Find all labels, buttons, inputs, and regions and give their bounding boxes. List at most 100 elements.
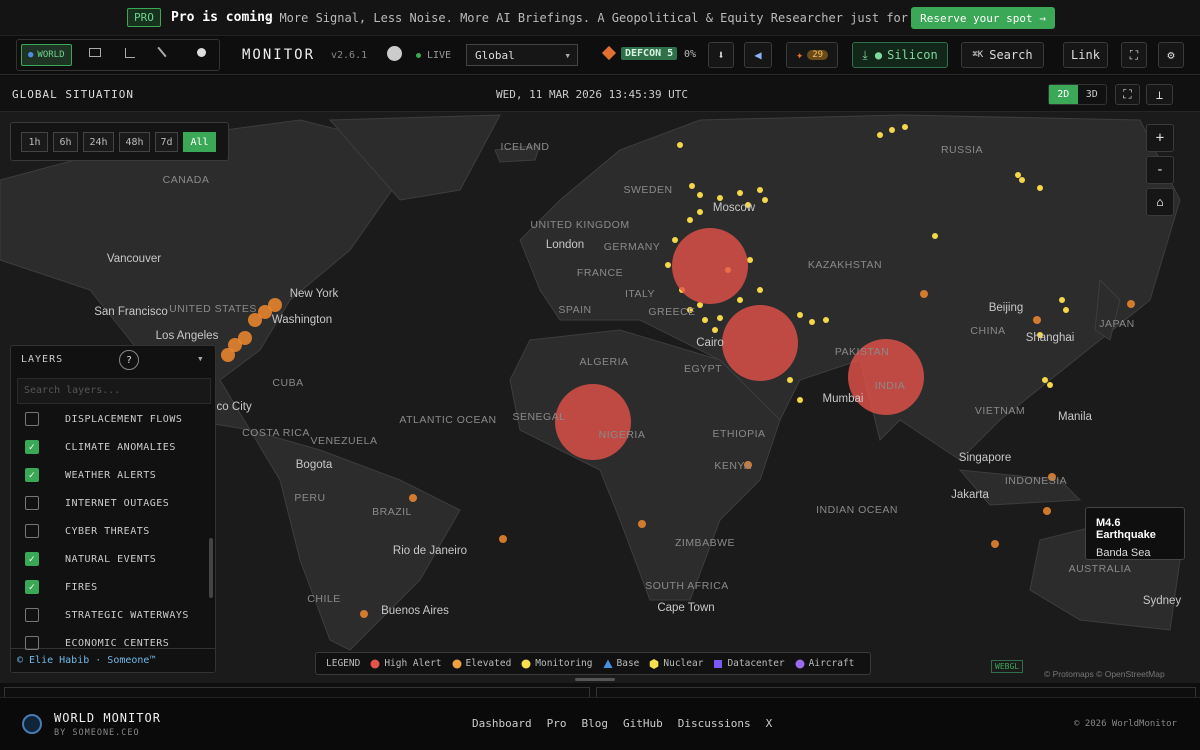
footer-link[interactable]: GitHub (622, 717, 663, 730)
settings-button[interactable]: ⚙ (1158, 42, 1184, 68)
layer-checkbox[interactable]: ✓ (25, 580, 39, 594)
layer-label: NATURAL EVENTS (65, 553, 157, 565)
layer-checkbox[interactable]: ✓ (25, 468, 39, 482)
elevated-marker (268, 298, 282, 312)
tooltip-title: M4.6 Earthquake (1096, 517, 1156, 541)
live-label: LIVE (427, 50, 452, 61)
github-icon[interactable] (387, 46, 402, 61)
elevated-marker (258, 305, 272, 319)
layer-item[interactable]: CYBER THREATS (25, 519, 211, 543)
region-select[interactable]: Global ▾ (466, 44, 578, 66)
layer-item[interactable]: ✓ CLIMATE ANOMALIES (25, 435, 211, 459)
time-filter-option[interactable]: 7d (155, 132, 178, 152)
time-filter-option[interactable]: 48h (119, 132, 150, 152)
pro-badge: PRO (127, 8, 161, 27)
layer-item[interactable]: ✓ WEATHER ALERTS (25, 463, 211, 487)
time-filter-option[interactable]: 1h (21, 132, 48, 152)
elevated-marker (360, 610, 368, 618)
monitoring-marker (672, 237, 678, 243)
expand-button[interactable]: ⛶ (1115, 84, 1140, 105)
link-button[interactable]: Link (1063, 42, 1108, 68)
map-label: INDONESIA (1005, 475, 1067, 487)
download-button[interactable]: ⬇ (708, 42, 734, 68)
world-map[interactable]: ICELAND CANADA RUSSIA SWEDEN UNITED KINGDOM L… (0, 112, 1200, 683)
silicon-button[interactable]: ⤓ ● Silicon (852, 42, 948, 68)
layers-help[interactable]: ? (119, 350, 139, 370)
fullscreen-button[interactable]: ⛶ (1121, 42, 1147, 68)
view-mode[interactable]: 2D (1049, 85, 1078, 104)
pro-banner: PRO Pro is coming — More Signal, Less No… (0, 0, 1200, 36)
map-label: FRANCE (577, 267, 623, 279)
legend-label: Base (616, 658, 640, 669)
map-label: Sydney (1143, 595, 1182, 607)
footer-link[interactable]: X (765, 717, 773, 730)
layer-checkbox[interactable] (25, 636, 39, 650)
credit: © Elie Habib · Someone™ (11, 648, 215, 672)
map-label: Los Angeles (156, 330, 219, 342)
monitoring-marker (932, 233, 938, 239)
map-label: EGYPT (684, 363, 722, 375)
footer-link[interactable]: Dashboard (472, 717, 532, 730)
variant-world[interactable]: ● WORLD (21, 44, 72, 66)
zoom-button[interactable]: - (1146, 156, 1174, 184)
search-button[interactable]: ⌘K Search (961, 42, 1044, 68)
footer-link[interactable]: Discussions (677, 717, 751, 730)
view-mode[interactable]: 3D (1085, 89, 1098, 100)
layer-checkbox[interactable]: ✓ (25, 440, 39, 454)
layer-item[interactable]: DISPLACEMENT FLOWS (25, 407, 211, 431)
footer-link[interactable]: Blog (581, 717, 608, 730)
monitoring-marker (1059, 297, 1065, 303)
map-label: London (546, 239, 584, 251)
tools-tab[interactable] (157, 46, 167, 58)
layer-item[interactable]: ECONOMIC CENTERS (25, 631, 211, 655)
reserve-button[interactable]: Reserve your spot → (911, 7, 1055, 29)
time-filter: 1h 6h 24h 48h 7d All (10, 122, 229, 161)
resize-handle[interactable] (575, 678, 615, 681)
layer-checkbox[interactable]: ✓ (25, 552, 39, 566)
legend: LEGEND High Alert Elevated Monitoring Base N… (315, 652, 871, 675)
tech-tab[interactable] (89, 48, 101, 57)
panel-strip (0, 678, 1200, 697)
layer-checkbox[interactable] (25, 608, 39, 622)
legend-symbol (603, 659, 612, 668)
map-label: PERU (294, 492, 325, 504)
layer-item[interactable]: STRATEGIC WATERWAYS (25, 603, 211, 627)
zoom-button[interactable]: + (1146, 124, 1174, 152)
home-button[interactable]: ⌂ (1146, 188, 1174, 216)
happy-tab[interactable] (197, 48, 206, 57)
layer-item[interactable]: ✓ NATURAL EVENTS (25, 547, 211, 571)
legend-item: Nuclear (649, 658, 703, 669)
layer-checkbox[interactable] (25, 412, 39, 426)
alerts-icon: ✦ (795, 48, 804, 62)
map-label: CUBA (272, 377, 303, 389)
silicon-label: Silicon (887, 48, 938, 62)
monitoring-marker (1015, 172, 1021, 178)
legend-label: Elevated (465, 658, 512, 669)
layer-item[interactable]: INTERNET OUTAGES (25, 491, 211, 515)
map-label: JAPAN (1099, 318, 1135, 330)
footer-link[interactable]: Pro (546, 717, 567, 730)
time-filter-option[interactable]: 24h (83, 132, 114, 152)
elevated-marker (221, 348, 235, 362)
layer-checkbox[interactable] (25, 524, 39, 538)
monitoring-marker (809, 319, 815, 325)
pin-button[interactable]: ⊥ (1146, 84, 1173, 105)
elevated-marker (744, 461, 752, 469)
collapse-arrow[interactable]: ▾ (197, 352, 204, 365)
defcon-level[interactable]: DEFCON 5 (621, 47, 678, 60)
map-label: BRAZIL (372, 506, 412, 518)
layer-search[interactable]: Search layers... (17, 378, 211, 404)
layer-label: CYBER THREATS (65, 525, 150, 537)
elevated-marker (248, 313, 262, 327)
finance-tab[interactable] (125, 48, 135, 58)
time-filter-option[interactable]: All (183, 132, 216, 152)
layer-label: STRATEGIC WATERWAYS (65, 609, 189, 621)
playback-button[interactable]: ◀ (744, 42, 772, 68)
layer-item[interactable]: ✓ FIRES (25, 575, 211, 599)
variant-label: WORLD (37, 50, 65, 60)
silicon-icon: ⤓ ● (862, 47, 883, 62)
layer-checkbox[interactable] (25, 496, 39, 510)
alerts-button[interactable]: ✦ 29 (786, 42, 838, 68)
time-filter-option[interactable]: 6h (53, 132, 78, 152)
monitoring-marker (687, 217, 693, 223)
